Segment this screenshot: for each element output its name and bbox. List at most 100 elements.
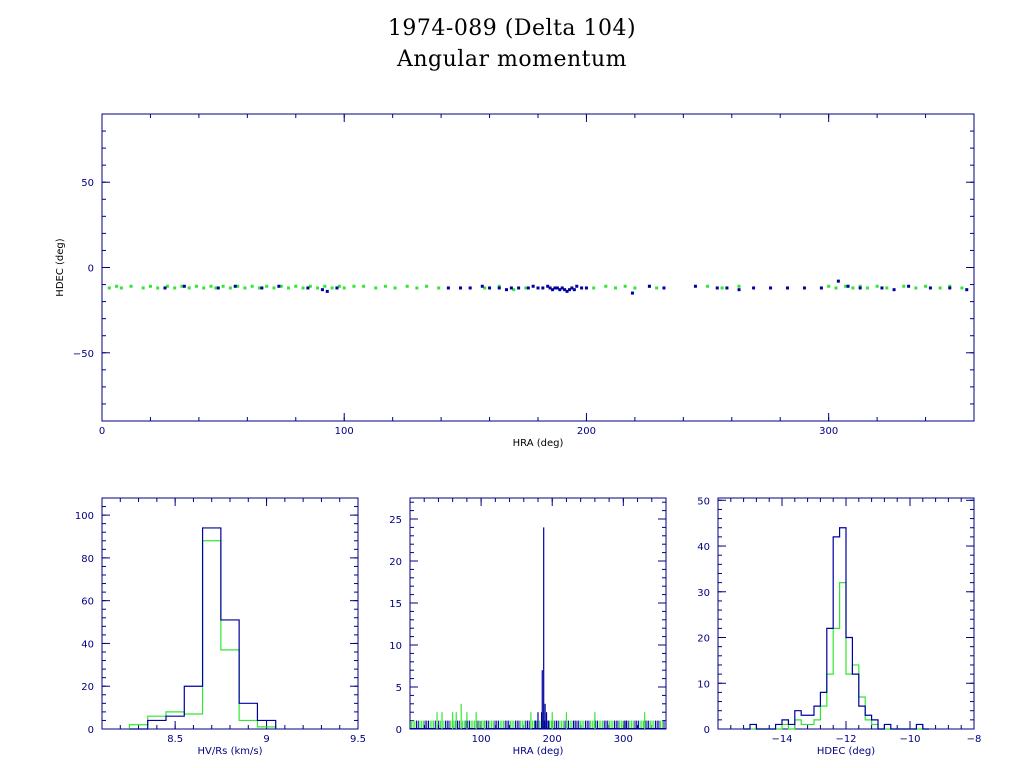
scatter-point-green [279,284,283,288]
x-tick-label: −14 [771,734,792,745]
scatter-point-blue [458,286,462,290]
x-tick-label: −10 [899,734,920,745]
scatter-point-green [844,284,848,288]
x-tick-label: 100 [335,426,354,437]
scatter-point-green [393,286,397,290]
scatter-point-blue [907,284,911,288]
scatter-point-blue [752,286,756,290]
scatter-point-green [156,286,160,290]
scatter-point-blue [548,286,552,290]
y-tick-label: 40 [81,639,94,650]
scatter-point-green [202,286,206,290]
scatter-point-blue [277,284,281,288]
scatter-point-green [614,286,618,290]
plot-hdec-hist: −14 −12 −10 −8 0 10 20 30 40 50 HDEC (deg) [697,496,981,757]
scatter-point-blue [580,286,584,290]
scatter-point-blue [693,284,697,288]
scatter-point-green [243,286,247,290]
scatter-point-blue [526,286,530,290]
scatter-point-blue [497,286,501,290]
scatter-point-green [250,284,254,288]
scatter-point-green [272,286,276,290]
scatter-point-green [228,286,232,290]
scatter-point-green [323,284,327,288]
x-tick-label: −8 [967,734,982,745]
scatter-point-green [337,284,341,288]
scatter-point-green [512,288,516,292]
scatter-point-blue [560,286,564,290]
scatter-point-blue [802,286,806,290]
scatter-point-blue [630,291,634,295]
scatter-point-green [924,284,928,288]
y-tick-label: 15 [389,599,402,610]
scatter-point-green [148,284,152,288]
scatter-point-blue [567,288,571,292]
scatter-point-green [107,286,111,290]
scatter-point-green [362,284,366,288]
y-tick-label: 20 [81,682,94,693]
scatter-point-green [165,284,169,288]
scatter-point-green [875,284,879,288]
scatter-point-blue [570,286,574,290]
scatter-point-blue [880,286,884,290]
scatter-point-blue [965,288,969,292]
x-tick-label: 100 [472,734,491,745]
scatter-point-blue [565,289,569,293]
y-tick-label: 0 [396,725,402,736]
scatter-point-green [655,286,659,290]
scatter-point-blue [785,286,789,290]
x-tick-label: 9 [263,734,269,745]
x-tick-label: 300 [614,734,633,745]
y-tick-label: 40 [697,542,710,553]
y-axis-label: HDEC (deg) [55,238,66,296]
plot-hra-hdec: 0 100 200 300 −50 0 50 HRA (deg) HDEC (deg) [55,113,975,449]
scatter-point-blue [320,288,324,292]
scatter-point-green [948,284,952,288]
scatter-point-green [938,286,942,290]
scatter-point-blue [662,286,666,290]
scatter-point-blue [647,284,651,288]
scatter-point-blue [182,284,186,288]
scatter-point-green [623,284,627,288]
scatter-point-blue [551,288,555,292]
scatter-point-green [209,284,213,288]
scatter-point-blue [335,286,339,290]
y-tick-label: 10 [697,679,710,690]
scatter-point-green [173,286,177,290]
scatter-point-green [851,286,855,290]
scatter-point-blue [233,284,237,288]
scatter-point-green [301,286,305,290]
x-tick-label: 8.5 [167,734,183,745]
scatter-point-blue [575,284,579,288]
x-tick-label: 9.5 [350,734,366,745]
scatter-point-blue [948,286,952,290]
scatter-point-blue [892,288,896,292]
scatter-point-blue [769,286,773,290]
scatter-point-green [294,284,298,288]
scatter-point-blue [858,286,862,290]
scatter-point-green [834,286,838,290]
scatter-point-green [141,286,145,290]
scatter-point-green [737,284,741,288]
scatter-point-blue [468,286,472,290]
x-axis-label: HRA (deg) [513,438,564,449]
scatter-point-blue [584,286,588,290]
scatter-point-blue [846,284,850,288]
plot-frame [409,497,667,730]
scatter-point-blue [553,286,557,290]
scatter-point-green [497,284,501,288]
scatter-point-green [960,286,964,290]
scatter-point-green [257,286,261,290]
scatter-point-blue [725,286,729,290]
chart-subtitle: Angular momentum [397,47,627,72]
scatter-point-green [914,286,918,290]
plot-hra-hist: 100 200 300 0 5 10 15 20 25 HRA (deg) [389,497,667,757]
scatter-point-green [858,284,862,288]
histogram-blue [129,527,277,730]
scatter-point-green [129,284,133,288]
scatter-point-green [194,284,198,288]
y-tick-label: −50 [73,349,94,360]
scatter-point-green [865,286,869,290]
scatter-point-blue [446,286,450,290]
